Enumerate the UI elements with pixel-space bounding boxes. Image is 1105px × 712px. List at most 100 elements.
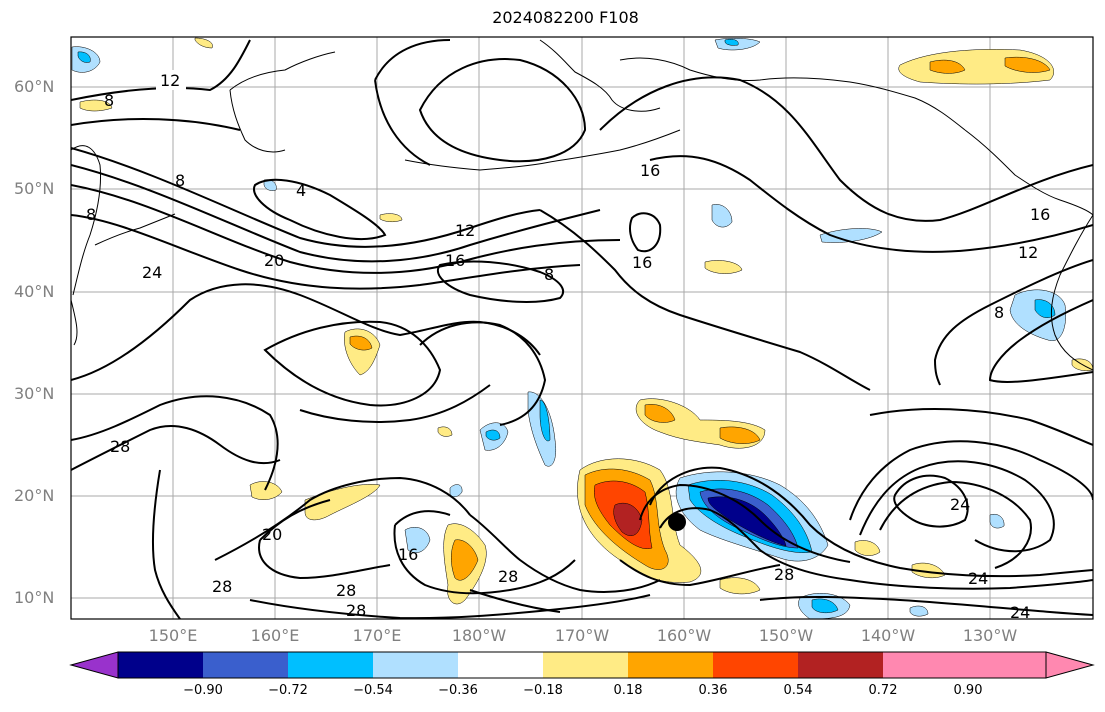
contour-label: 16 bbox=[398, 545, 418, 564]
contour-line bbox=[258, 499, 391, 580]
contour-label: 16 bbox=[445, 251, 465, 270]
contour-line bbox=[879, 480, 1032, 569]
lat-label: 40°N bbox=[14, 282, 55, 301]
contour-line bbox=[71, 164, 601, 263]
cold-patch bbox=[724, 38, 739, 46]
lat-label: 20°N bbox=[14, 486, 55, 505]
cold-patch bbox=[811, 598, 839, 614]
warm-patch bbox=[854, 540, 881, 556]
contour-label-group: 12 8 8 8 4 12 16 8 16 16 12 8 16 20 24 2… bbox=[86, 70, 1050, 622]
cold-patch bbox=[989, 514, 1005, 529]
cold-patch bbox=[404, 527, 431, 553]
colorbar-segment bbox=[203, 652, 288, 678]
contour-line bbox=[71, 425, 281, 471]
contour-lines bbox=[71, 39, 1093, 619]
colorbar-segment bbox=[288, 652, 373, 678]
contour-label: 8 bbox=[544, 265, 554, 284]
warm-patch bbox=[437, 426, 453, 437]
contour-label: 28 bbox=[212, 577, 232, 596]
contour-line bbox=[893, 474, 969, 528]
contour-line bbox=[249, 594, 651, 619]
contour-line bbox=[71, 214, 581, 290]
warm-patch bbox=[451, 539, 479, 581]
contour-line bbox=[469, 589, 561, 613]
lat-label: 10°N bbox=[14, 588, 55, 607]
contour-line bbox=[393, 510, 576, 595]
contour-label: 28 bbox=[346, 601, 366, 620]
contour-label: 24 bbox=[968, 569, 988, 588]
colorbar-tick-label: −0.72 bbox=[268, 683, 308, 698]
contour-line bbox=[469, 514, 661, 593]
chukotka-coast bbox=[229, 51, 336, 153]
gulf-of-alaska-coast bbox=[964, 129, 1093, 216]
contour-label: 24 bbox=[1010, 603, 1030, 622]
alaska-west-coast bbox=[539, 39, 661, 112]
contour-line bbox=[619, 559, 781, 587]
colorbar-segment bbox=[118, 652, 203, 678]
contour-label: 28 bbox=[336, 581, 356, 600]
colorbar-tick-label: −0.54 bbox=[353, 683, 393, 698]
warm-patch bbox=[1004, 56, 1051, 73]
contour-label: 12 bbox=[160, 71, 180, 90]
contour-line bbox=[71, 184, 621, 274]
warm-patch bbox=[79, 99, 113, 112]
contour-line bbox=[649, 155, 1093, 253]
warm-patch bbox=[349, 335, 373, 351]
contour-label: 8 bbox=[175, 171, 185, 190]
lon-label: 150°E bbox=[148, 626, 198, 645]
warm-patch bbox=[911, 562, 946, 579]
contour-label: 8 bbox=[86, 205, 96, 224]
contour-line bbox=[869, 408, 1093, 446]
map-frame bbox=[70, 36, 1094, 620]
contour-line bbox=[988, 299, 1093, 384]
contour-line bbox=[629, 212, 662, 253]
colorbar-min-extension bbox=[69, 651, 119, 679]
cold-patch bbox=[77, 51, 91, 63]
contour-line bbox=[374, 39, 451, 166]
contour-line bbox=[859, 460, 1055, 553]
cold-patch bbox=[909, 605, 929, 617]
contour-label: 24 bbox=[950, 495, 970, 514]
contour-line bbox=[759, 595, 1093, 616]
contour-label: 28 bbox=[774, 565, 794, 584]
contour-label: 12 bbox=[1018, 243, 1038, 262]
warm-patch bbox=[194, 37, 213, 49]
contour-line bbox=[299, 384, 491, 423]
warm-anomaly-core bbox=[613, 502, 643, 536]
lon-label: 180°W bbox=[451, 626, 507, 645]
contour-label: 4 bbox=[296, 181, 306, 200]
warm-patch bbox=[249, 481, 283, 500]
contour-line bbox=[539, 209, 871, 391]
cold-patch bbox=[1009, 289, 1066, 341]
colorbar-tick-label: −0.18 bbox=[523, 683, 563, 698]
colorbar-tick-label: 0.18 bbox=[613, 683, 643, 698]
warm-patch bbox=[719, 426, 761, 444]
colorbar-tick-label: 0.54 bbox=[783, 683, 813, 698]
colorbar-tick-label: 0.72 bbox=[868, 683, 898, 698]
cold-patch bbox=[819, 228, 883, 243]
contour-label: 16 bbox=[1030, 205, 1050, 224]
lon-label: 170°E bbox=[352, 626, 402, 645]
north-america-west-coast bbox=[1050, 214, 1093, 371]
coastlines bbox=[71, 39, 1093, 371]
colorbar-segment bbox=[543, 652, 628, 678]
contour-line bbox=[151, 469, 181, 619]
warm-patch bbox=[719, 577, 761, 595]
lat-label: 60°N bbox=[14, 77, 55, 96]
cold-patch bbox=[711, 204, 733, 228]
contour-line bbox=[849, 440, 1093, 521]
colorbar-segment bbox=[373, 652, 458, 678]
colorbar-segment bbox=[628, 652, 713, 678]
contour-line bbox=[71, 117, 241, 131]
colorbar-segment bbox=[458, 652, 543, 678]
colorbar-segment bbox=[713, 652, 798, 678]
colorbar bbox=[69, 651, 1095, 679]
colorbar-tick-label: 0.36 bbox=[698, 683, 728, 698]
contour-label: 12 bbox=[455, 221, 475, 240]
cold-anomaly-core bbox=[707, 496, 787, 547]
contour-label: 28 bbox=[110, 437, 130, 456]
storm-center-marker bbox=[668, 513, 686, 531]
lat-label: 30°N bbox=[14, 384, 55, 403]
contour-line bbox=[214, 476, 471, 561]
